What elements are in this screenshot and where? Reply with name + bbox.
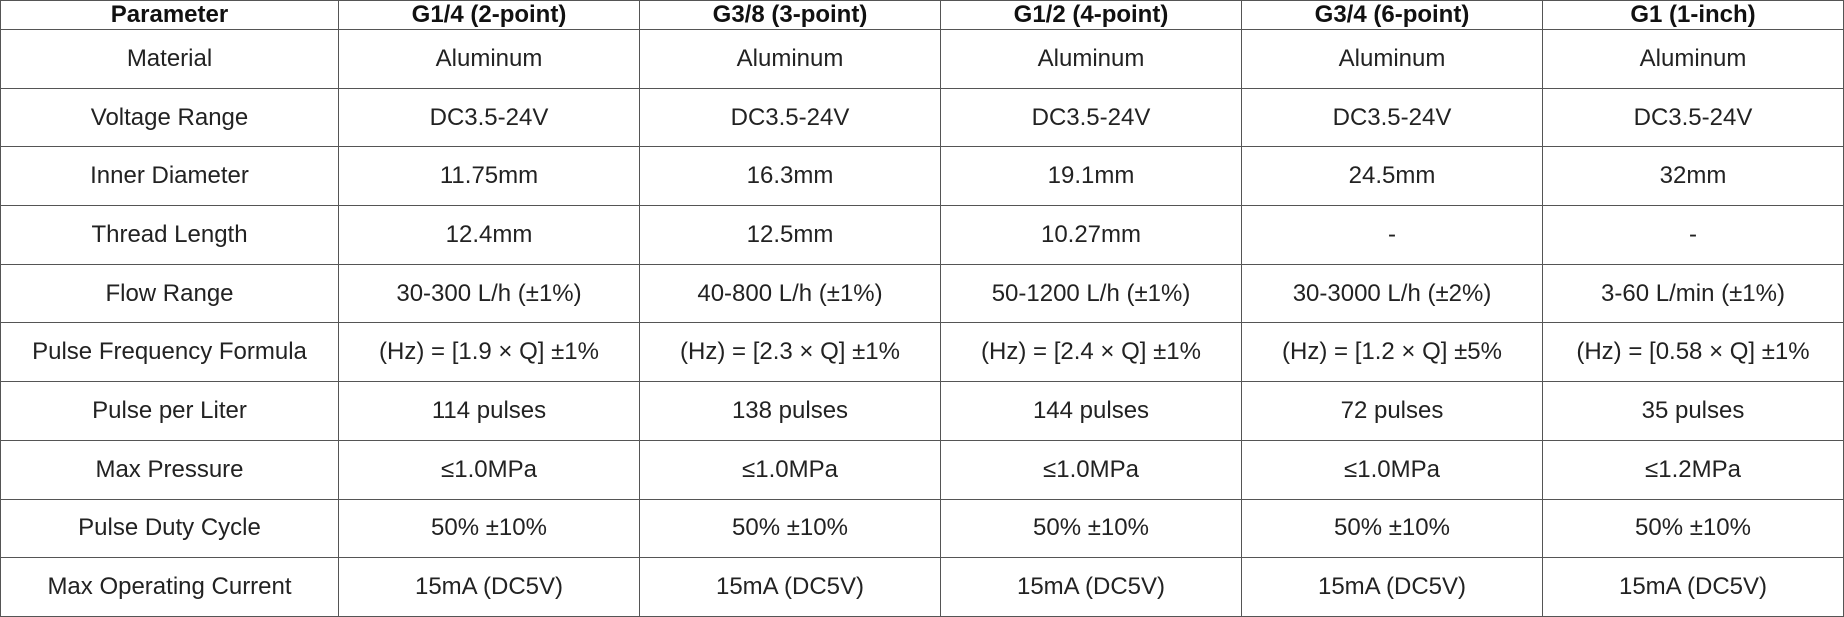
- table-row: Max Pressure ≤1.0MPa ≤1.0MPa ≤1.0MPa ≤1.0MPa…: [0, 439, 1844, 500]
- table-cell: Aluminum: [338, 29, 640, 89]
- header-cell: G1 (1-inch): [1542, 0, 1844, 30]
- row-label: Voltage Range: [0, 87, 339, 148]
- table-row: Material Aluminum Aluminum Aluminum Aluminum…: [0, 29, 1844, 89]
- table-cell: -: [1542, 205, 1844, 265]
- table-cell: 50% ±10%: [639, 498, 941, 559]
- table-row: Thread Length 12.4mm 12.5mm 10.27mm - -: [0, 205, 1844, 265]
- table-cell: (Hz) = [0.58 × Q] ±1%: [1542, 322, 1844, 383]
- row-label: Inner Diameter: [0, 146, 339, 207]
- table-row: Pulse per Liter 114 pulses 138 pulses 144 p…: [0, 381, 1844, 441]
- table-cell: 3-60 L/min (±1%): [1542, 263, 1844, 324]
- table-cell: Aluminum: [1542, 29, 1844, 89]
- table-cell: 50% ±10%: [1241, 498, 1543, 559]
- table-row: Pulse Frequency Formula (Hz) = [1.9 × Q] …: [0, 322, 1844, 383]
- table-cell: 40-800 L/h (±1%): [639, 263, 941, 324]
- row-label: Max Pressure: [0, 439, 339, 500]
- table-cell: ≤1.0MPa: [940, 439, 1242, 500]
- table-cell: DC3.5-24V: [1542, 87, 1844, 148]
- table-cell: 11.75mm: [338, 146, 640, 207]
- table-cell: 32mm: [1542, 146, 1844, 207]
- table-body: Material Aluminum Aluminum Aluminum Aluminum…: [0, 29, 1844, 617]
- table-cell: DC3.5-24V: [639, 87, 941, 148]
- header-cell: G1/2 (4-point): [940, 0, 1242, 30]
- row-label: Pulse per Liter: [0, 381, 339, 441]
- table-cell: 72 pulses: [1241, 381, 1543, 441]
- header-cell: G1/4 (2-point): [338, 0, 640, 30]
- table-row: Pulse Duty Cycle 50% ±10% 50% ±10% 50% ±10%…: [0, 498, 1844, 559]
- header-cell: G3/4 (6-point): [1241, 0, 1543, 30]
- table-cell: (Hz) = [2.4 × Q] ±1%: [940, 322, 1242, 383]
- table-cell: Aluminum: [940, 29, 1242, 89]
- table-cell: 15mA (DC5V): [940, 557, 1242, 617]
- table-cell: ≤1.0MPa: [639, 439, 941, 500]
- table-cell: 114 pulses: [338, 381, 640, 441]
- table-cell: 50-1200 L/h (±1%): [940, 263, 1242, 324]
- header-row: Parameter G1/4 (2-point) G3/8 (3-point) G1/…: [0, 0, 1844, 30]
- table-cell: 16.3mm: [639, 146, 941, 207]
- table-cell: (Hz) = [1.2 × Q] ±5%: [1241, 322, 1543, 383]
- table-cell: 50% ±10%: [940, 498, 1242, 559]
- table-cell: 15mA (DC5V): [1241, 557, 1543, 617]
- table-cell: 50% ±10%: [338, 498, 640, 559]
- table-cell: 10.27mm: [940, 205, 1242, 265]
- table-cell: DC3.5-24V: [1241, 87, 1543, 148]
- row-label: Material: [0, 29, 339, 89]
- header-cell: Parameter: [0, 0, 339, 30]
- row-label: Pulse Duty Cycle: [0, 498, 339, 559]
- table-row: Max Operating Current 15mA (DC5V) 15mA (DC…: [0, 557, 1844, 617]
- row-label: Thread Length: [0, 205, 339, 265]
- table-cell: 35 pulses: [1542, 381, 1844, 441]
- table-cell: 12.5mm: [639, 205, 941, 265]
- table-cell: ≤1.2MPa: [1542, 439, 1844, 500]
- table-cell: -: [1241, 205, 1543, 265]
- table-cell: 12.4mm: [338, 205, 640, 265]
- table-cell: 15mA (DC5V): [1542, 557, 1844, 617]
- table-cell: DC3.5-24V: [940, 87, 1242, 148]
- table-cell: 24.5mm: [1241, 146, 1543, 207]
- row-label: Pulse Frequency Formula: [0, 322, 339, 383]
- row-label: Flow Range: [0, 263, 339, 324]
- table-cell: 19.1mm: [940, 146, 1242, 207]
- table-cell: ≤1.0MPa: [1241, 439, 1543, 500]
- table-cell: 30-3000 L/h (±2%): [1241, 263, 1543, 324]
- table-cell: ≤1.0MPa: [338, 439, 640, 500]
- table-cell: DC3.5-24V: [338, 87, 640, 148]
- table-cell: (Hz) = [2.3 × Q] ±1%: [639, 322, 941, 383]
- table-cell: 138 pulses: [639, 381, 941, 441]
- header-cell: G3/8 (3-point): [639, 0, 941, 30]
- table-cell: 50% ±10%: [1542, 498, 1844, 559]
- table-cell: 15mA (DC5V): [639, 557, 941, 617]
- table-cell: (Hz) = [1.9 × Q] ±1%: [338, 322, 640, 383]
- table-row: Voltage Range DC3.5-24V DC3.5-24V DC3.5-24V…: [0, 87, 1844, 148]
- table-cell: Aluminum: [1241, 29, 1543, 89]
- table-row: Inner Diameter 11.75mm 16.3mm 19.1mm 24.5mm 3…: [0, 146, 1844, 207]
- table-header: Parameter G1/4 (2-point) G3/8 (3-point) G1/…: [0, 0, 1844, 30]
- row-label: Max Operating Current: [0, 557, 339, 617]
- table-cell: Aluminum: [639, 29, 941, 89]
- table-row: Flow Range 30-300 L/h (±1%) 40-800 L/h (±1…: [0, 263, 1844, 324]
- table-cell: 144 pulses: [940, 381, 1242, 441]
- table-cell: 15mA (DC5V): [338, 557, 640, 617]
- table-cell: 30-300 L/h (±1%): [338, 263, 640, 324]
